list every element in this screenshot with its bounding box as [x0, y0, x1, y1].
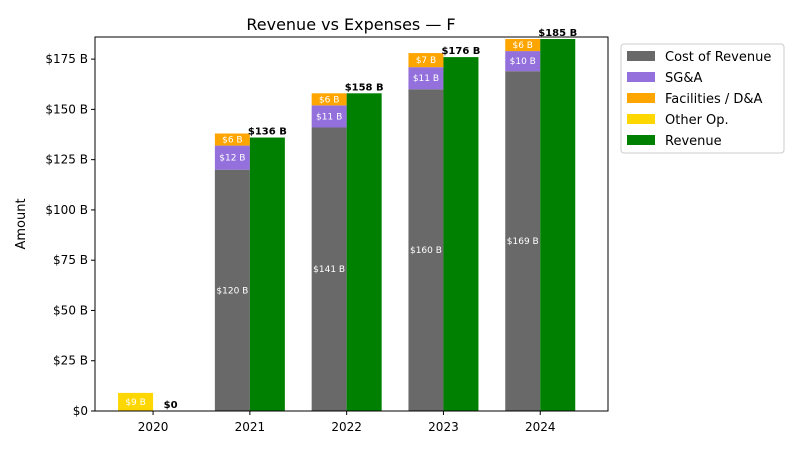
chart-title: Revenue vs Expenses — F: [246, 15, 455, 34]
legend-entry-label: SG&A: [665, 71, 702, 86]
bar-cost-of-revenue-2023: [408, 89, 444, 411]
bar-facilities-d-a-2024: [505, 39, 541, 52]
legend-swatch: [627, 114, 655, 124]
legend-swatch: [627, 93, 655, 103]
segment-label-2024: $169 B: [507, 237, 539, 247]
revenue-label-2020: $0: [164, 400, 178, 411]
legend-entry-label: Other Op.: [665, 113, 729, 128]
legend-swatch: [627, 51, 655, 61]
segment-label-2022: $6 B: [319, 95, 340, 105]
bar-sg-a-2024: [505, 51, 541, 72]
bar-sg-a-2022: [311, 105, 347, 128]
segment-label-2021: $120 B: [216, 286, 248, 296]
revenue-label-2022: $158 B: [345, 82, 384, 93]
bar-facilities-d-a-2022: [311, 93, 347, 106]
legend-box: [620, 43, 785, 154]
bar-revenue-2021: [249, 137, 285, 411]
segment-label-2023: $160 B: [410, 246, 442, 256]
segment-label-2023: $11 B: [413, 74, 439, 84]
x-axis: 2020 2021 2022 2023 2024: [138, 411, 556, 434]
labels-layer: $9 B $0 $120 B $12 B $6 B $136 B $141 B $11 B $6…: [125, 28, 577, 411]
y-tick-label: $0: [73, 404, 88, 418]
segment-label-2021: $6 B: [222, 136, 243, 146]
legend-entry-label: Cost of Revenue: [665, 50, 771, 65]
y-tick-label: $75 B: [53, 253, 88, 267]
x-tick-label-2020: 2020: [138, 420, 169, 434]
bar-sg-a-2023: [408, 67, 444, 90]
x-tick-label-2024: 2024: [525, 420, 556, 434]
bar-cost-of-revenue-2024: [505, 71, 541, 411]
bar-facilities-d-a-2023: [408, 53, 444, 68]
legend[interactable]: Cost of Revenue SG&A Facilities / D&A Other…: [620, 43, 785, 154]
revenue-label-2024: $185 B: [538, 28, 577, 39]
y-axis-label: Amount: [14, 198, 29, 249]
segment-label-2020: $9 B: [125, 398, 146, 408]
y-tick-label: $100 B: [45, 203, 88, 217]
y-tick-label: $50 B: [53, 303, 88, 317]
bar-cost-of-revenue-2022: [311, 127, 347, 411]
segment-label-2022: $141 B: [313, 265, 345, 275]
plot-frame: [94, 36, 609, 412]
segment-label-2024: $10 B: [510, 57, 536, 67]
bar-other-op--2020: [118, 392, 154, 411]
revenue-label-2021: $136 B: [248, 127, 287, 138]
legend-entry-label: Revenue: [665, 134, 722, 149]
legend-swatch: [627, 72, 655, 82]
bar-revenue-2023: [443, 57, 479, 411]
bar-sg-a-2021: [214, 145, 250, 170]
segment-label-2023: $7 B: [416, 56, 437, 66]
segment-label-2024: $6 B: [512, 41, 533, 51]
y-tick-label: $150 B: [45, 102, 88, 116]
bar-revenue-2022: [346, 93, 382, 411]
legend-entry-label: Facilities / D&A: [665, 92, 763, 107]
segment-label-2022: $11 B: [316, 112, 342, 122]
y-axis: $0 $25 B $50 B $75 B $100 B $125 B $150 B $175 …: [45, 52, 95, 418]
y-tick-label: $25 B: [53, 354, 88, 368]
bar-cost-of-revenue-2021: [214, 169, 250, 411]
x-tick-label-2022: 2022: [331, 420, 362, 434]
x-tick-label-2021: 2021: [235, 420, 266, 434]
bar-facilities-d-a-2021: [214, 133, 250, 146]
x-tick-label-2023: 2023: [428, 420, 459, 434]
segment-label-2021: $12 B: [219, 154, 245, 164]
bar-revenue-2024: [540, 39, 576, 412]
bars-layer: [118, 39, 576, 412]
revenue-label-2023: $176 B: [441, 46, 480, 57]
y-tick-label: $125 B: [45, 153, 88, 167]
legend-swatch: [627, 135, 655, 145]
y-tick-label: $175 B: [45, 52, 88, 66]
